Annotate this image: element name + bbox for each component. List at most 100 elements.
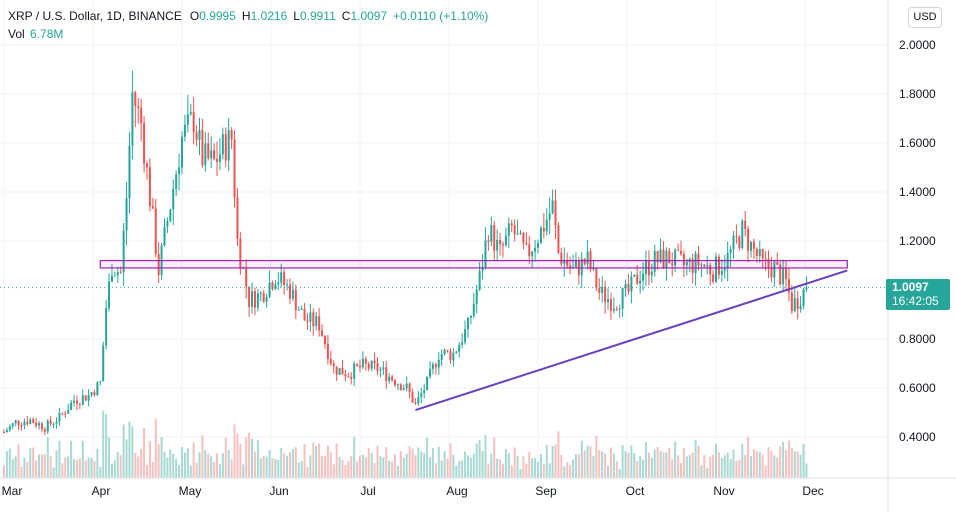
symbol-title[interactable]: XRP / U.S. Dollar, 1D, BINANCE [8,9,182,23]
candles[interactable] [3,70,808,436]
volume-bar [105,414,108,478]
candle-body [481,266,484,271]
candle-body [283,272,286,285]
volume-bar [396,465,399,478]
time-axis[interactable]: Mar Apr May Jun Jul Aug Sep Oct Nov Dec [0,477,956,498]
volume-bar [93,460,96,478]
candle-body [218,154,221,162]
volume-bar [64,457,67,478]
last-price-tag: 1.0097 16:42:05 [886,279,950,310]
volume-bar [391,461,394,478]
candle-body [35,422,38,426]
volume-bar [750,456,753,478]
candle-body [108,281,111,309]
volume-bar [566,462,569,478]
candle-body [592,267,595,270]
resistance-zone[interactable] [99,260,848,269]
volume-bar [744,454,747,478]
candle-body [621,288,624,309]
candle-body [601,286,604,293]
volume-bar [636,461,639,478]
candle-body [525,242,528,245]
volume-bar [688,454,691,478]
candle-body [717,256,720,275]
candle-body [507,223,510,236]
grid [0,0,888,478]
candle-body [787,279,790,293]
candle-body [764,258,767,260]
candle-body [796,298,799,309]
x-tick-label: Nov [713,484,734,498]
volume-bar [752,448,755,478]
candle-body [636,274,639,284]
candle-body [542,227,545,232]
volume-bar [659,451,662,478]
volume-label[interactable]: Vol [8,27,25,41]
candle-body [405,383,408,389]
candle-body [119,271,122,273]
candle-body [411,392,414,403]
volume-bar [758,452,761,478]
y-tick-label: 1.8000 [899,87,936,101]
candle-body [230,130,233,140]
volume-bar [557,431,560,478]
volume-bar [145,464,148,478]
volume-bar [516,455,519,478]
candle-body [382,367,385,370]
candle-body [166,221,169,227]
volume-bar [782,441,785,478]
volume-bar [344,465,347,478]
candle-body [802,289,805,306]
candle-body [143,123,146,164]
volume-bar [644,442,647,478]
volume-bar [452,454,455,478]
low-value: 0.9911 [299,9,336,23]
candle-body [431,364,434,369]
volume-bar [469,457,472,478]
volume-bar [589,446,592,478]
volume-bar [528,451,531,478]
candle-body [583,258,586,265]
volume-bar [399,451,402,478]
candle-body [464,329,467,343]
candle-body [426,376,429,390]
volume-bar [440,460,443,478]
candle-body [706,265,709,267]
candle-body [545,219,548,232]
volume-bar [507,453,510,478]
candle-body [662,249,665,268]
candle-body [653,250,656,272]
price-axis[interactable]: 2.0000 1.8000 1.6000 1.4000 1.2000 0.8000 0.60… [887,0,936,512]
currency-button[interactable]: USD [908,7,942,28]
candle-body [420,393,423,398]
volume-bar [321,456,324,478]
volume-bar [755,451,758,478]
volume-bar [300,461,303,478]
volume-bar [166,457,169,478]
volume-bar [256,439,259,478]
candle-body [423,389,426,394]
x-tick-label: Sep [535,484,557,498]
drawings[interactable] [0,260,888,412]
volume-bar [647,452,650,478]
volume-bar [201,435,204,478]
ascending-trendline[interactable] [415,269,848,412]
volume-bar [385,447,388,478]
candle-body [408,383,411,393]
volume-bar [595,435,598,478]
volume-bar [189,465,192,478]
volume-bar [437,446,440,478]
volume-bar [221,453,224,478]
volume-bar [245,436,248,478]
candle-body [134,92,137,107]
candle-body [52,423,55,425]
candle-body [490,225,493,242]
volume-bar [113,460,116,478]
volume-bar [175,459,178,478]
bar-countdown: 16:42:05 [892,294,939,308]
candle-body [720,270,723,275]
candle-body [81,395,84,405]
candle-body [58,412,61,422]
